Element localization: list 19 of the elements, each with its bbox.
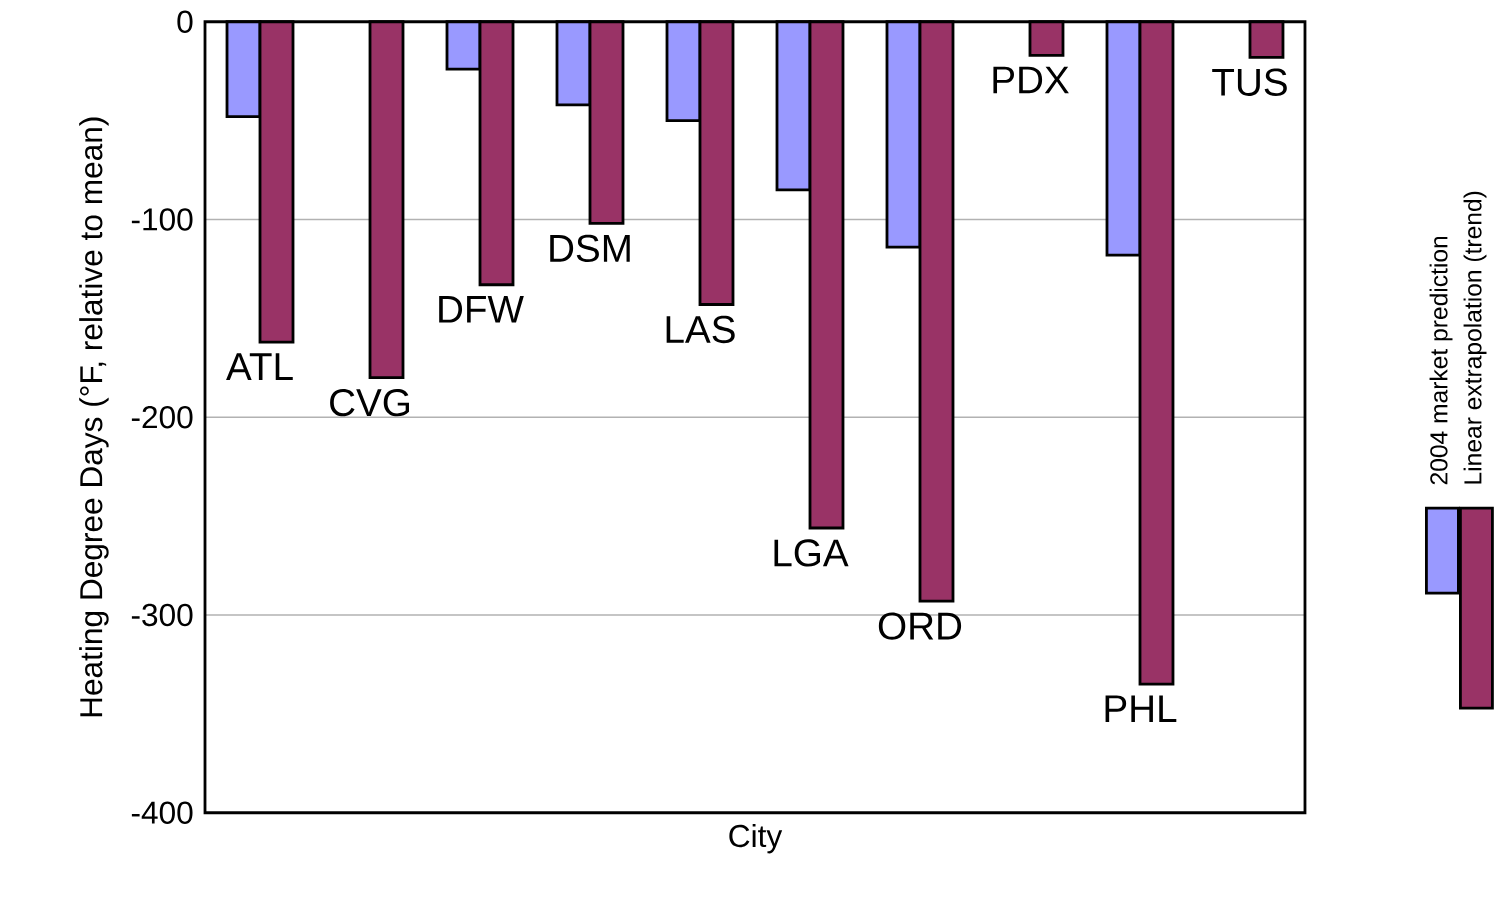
x-axis-title: City (729, 824, 783, 854)
text: 2004 market prediction (1429, 237, 1453, 485)
x-tick-label: DSM (550, 234, 630, 263)
y-tick-label: 0 (177, 10, 193, 34)
x-tick-label: CVG (330, 389, 409, 417)
x-tick-label: LGA (774, 539, 849, 567)
text: Linear extrapolation (trend) (1463, 191, 1487, 484)
y-tick-label: -300 (131, 603, 193, 627)
y-axis-title: Heating Degree Days (°F, relative to mean) (79, 117, 109, 717)
x-tick-label: PHL (1105, 695, 1177, 723)
y-tick-label: -400 (131, 801, 193, 825)
x-tick-label: LAS (666, 315, 735, 344)
y-tick-label: -200 (131, 406, 193, 429)
x-tick-label: TUS (1212, 68, 1287, 97)
y-tick-label: -100 (131, 208, 193, 231)
x-tick-label: ORD (878, 612, 962, 640)
x-tick-label: ATL (226, 353, 293, 381)
x-tick-label: PDX (993, 66, 1069, 94)
x-tick-label: DFW (439, 296, 524, 323)
